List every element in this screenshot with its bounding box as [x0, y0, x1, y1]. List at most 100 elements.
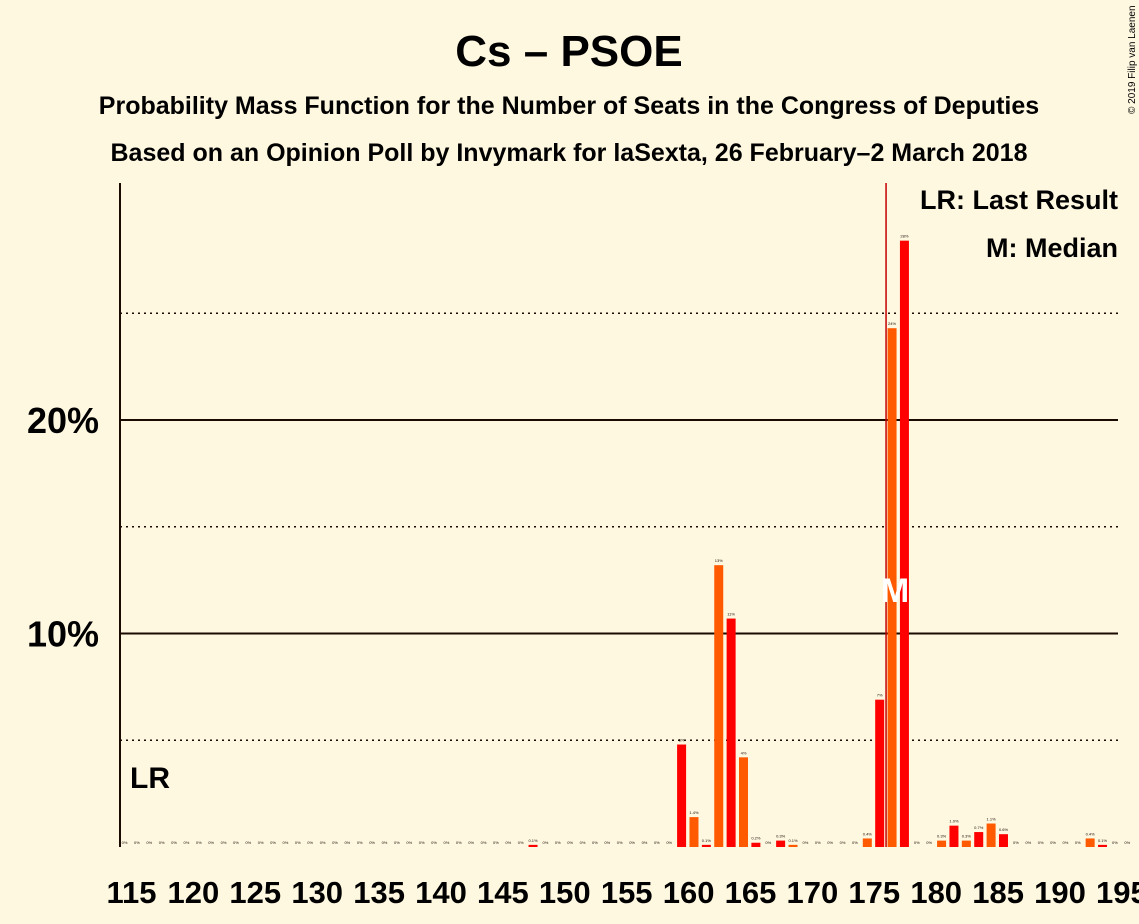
- data-label: 0%: [295, 840, 301, 845]
- data-label: 5%: [679, 738, 685, 743]
- x-tick-label: 165: [725, 875, 777, 910]
- data-label: 0%: [1075, 840, 1081, 845]
- data-label: 0.7%: [974, 825, 984, 830]
- data-label: 0%: [604, 840, 610, 845]
- bar-seat-186: [998, 834, 1008, 847]
- bars: [528, 240, 1108, 847]
- x-tick-label: 130: [291, 875, 343, 910]
- data-label: 0%: [307, 840, 313, 845]
- y-axis-ticks: 10% 20%: [27, 400, 99, 655]
- data-label: 1.0%: [949, 819, 959, 824]
- bar-seat-185: [986, 823, 996, 847]
- x-tick-label: 190: [1034, 875, 1086, 910]
- data-label: 0.6%: [999, 827, 1009, 832]
- data-label: 0%: [134, 840, 140, 845]
- data-label: 0%: [1050, 840, 1056, 845]
- bar-seat-164: [726, 618, 736, 847]
- data-label: 0%: [914, 840, 920, 845]
- bar-seat-162: [701, 844, 711, 847]
- x-tick-label: 135: [353, 875, 405, 910]
- bar-seat-178: [899, 240, 909, 847]
- data-label: 0%: [852, 840, 858, 845]
- bar-seat-163: [714, 565, 724, 847]
- data-label: 0.1%: [528, 838, 538, 843]
- data-label: 0%: [1025, 840, 1031, 845]
- data-label: 0.3%: [776, 834, 786, 839]
- data-label: 0%: [122, 840, 128, 845]
- data-label: 0%: [1038, 840, 1044, 845]
- bar-seat-193: [1085, 838, 1095, 847]
- legend-median: M: Median: [986, 233, 1118, 263]
- median-label: M: [881, 572, 909, 610]
- chart-subsubtitle: Based on an Opinion Poll by Invymark for…: [110, 139, 1027, 167]
- x-tick-label: 185: [972, 875, 1024, 910]
- bar-seat-165: [739, 757, 748, 847]
- data-label: 4%: [741, 750, 747, 755]
- data-label: 0%: [827, 840, 833, 845]
- x-tick-label: 115: [106, 875, 156, 910]
- chart-title: Cs – PSOE: [455, 27, 682, 76]
- bar-seat-183: [961, 840, 971, 847]
- data-label: 24%: [888, 321, 896, 326]
- data-label: 0.2%: [751, 836, 761, 841]
- data-label: 0%: [320, 840, 326, 845]
- data-label: 0%: [221, 840, 227, 845]
- bar-seat-168: [776, 840, 786, 847]
- data-label: 0.1%: [1098, 838, 1108, 843]
- data-label: 0%: [493, 840, 499, 845]
- data-label: 0%: [1124, 840, 1130, 845]
- bar-seat-176: [875, 699, 885, 847]
- data-label: 0%: [803, 840, 809, 845]
- bar-seat-166: [751, 842, 761, 847]
- bar-seat-148: [528, 844, 538, 847]
- data-labels: 0% 0% 0% 0% 0% 0% 0% 0% 0% 0% 0% 0% 0% 0% 0% 0% 0% 0% 0% 0%…: [122, 234, 1131, 845]
- bar-seat-184: [974, 832, 984, 847]
- data-label: 0%: [926, 840, 932, 845]
- bar-seat-161: [689, 817, 699, 847]
- data-label: 0%: [468, 840, 474, 845]
- gridlines: [120, 312, 1118, 741]
- y-tick-label: 20%: [27, 400, 99, 441]
- x-tick-label: 140: [415, 875, 467, 910]
- data-label: 7%: [877, 693, 883, 698]
- data-label: 0%: [580, 840, 586, 845]
- bar-seat-175: [862, 838, 872, 847]
- data-label: 0%: [159, 840, 165, 845]
- data-label: 0%: [518, 840, 524, 845]
- data-label: 0%: [443, 840, 449, 845]
- bar-seat-182: [949, 825, 959, 847]
- x-tick-label: 170: [787, 875, 839, 910]
- data-label: 0%: [283, 840, 289, 845]
- x-tick-label: 145: [477, 875, 529, 910]
- data-label: 0%: [382, 840, 388, 845]
- bar-seat-181: [937, 840, 947, 847]
- x-tick-label: 120: [168, 875, 220, 910]
- data-label: 0%: [332, 840, 338, 845]
- x-tick-label: 160: [663, 875, 715, 910]
- x-tick-label: 155: [601, 875, 653, 910]
- data-label: 0.3%: [962, 834, 972, 839]
- copyright-notice: © 2019 Filip van Laenen: [1127, 5, 1138, 114]
- bar-seat-169: [788, 844, 798, 847]
- data-label: 0%: [1013, 840, 1019, 845]
- x-tick-label: 180: [910, 875, 962, 910]
- data-label: 0%: [815, 840, 821, 845]
- x-axis-ticks: 115 120 125 130 135 140 145 150 155 160 165 170 175 1…: [106, 875, 1139, 910]
- data-label: 0%: [146, 840, 152, 845]
- data-label: 0%: [543, 840, 549, 845]
- data-label: 0%: [357, 840, 363, 845]
- x-tick-label: 175: [848, 875, 900, 910]
- data-label: 0%: [196, 840, 202, 845]
- data-label: 0%: [406, 840, 412, 845]
- data-label: 0%: [765, 840, 771, 845]
- data-label: 0%: [1112, 840, 1118, 845]
- median-marker: M: [881, 183, 909, 847]
- data-label: 0%: [208, 840, 214, 845]
- data-label: 0%: [431, 840, 437, 845]
- bar-seat-177: [887, 328, 897, 847]
- data-label: 0%: [184, 840, 190, 845]
- data-label: 0%: [245, 840, 251, 845]
- last-result-label: LR: [130, 762, 170, 795]
- legend-last-result: LR: Last Result: [920, 185, 1118, 215]
